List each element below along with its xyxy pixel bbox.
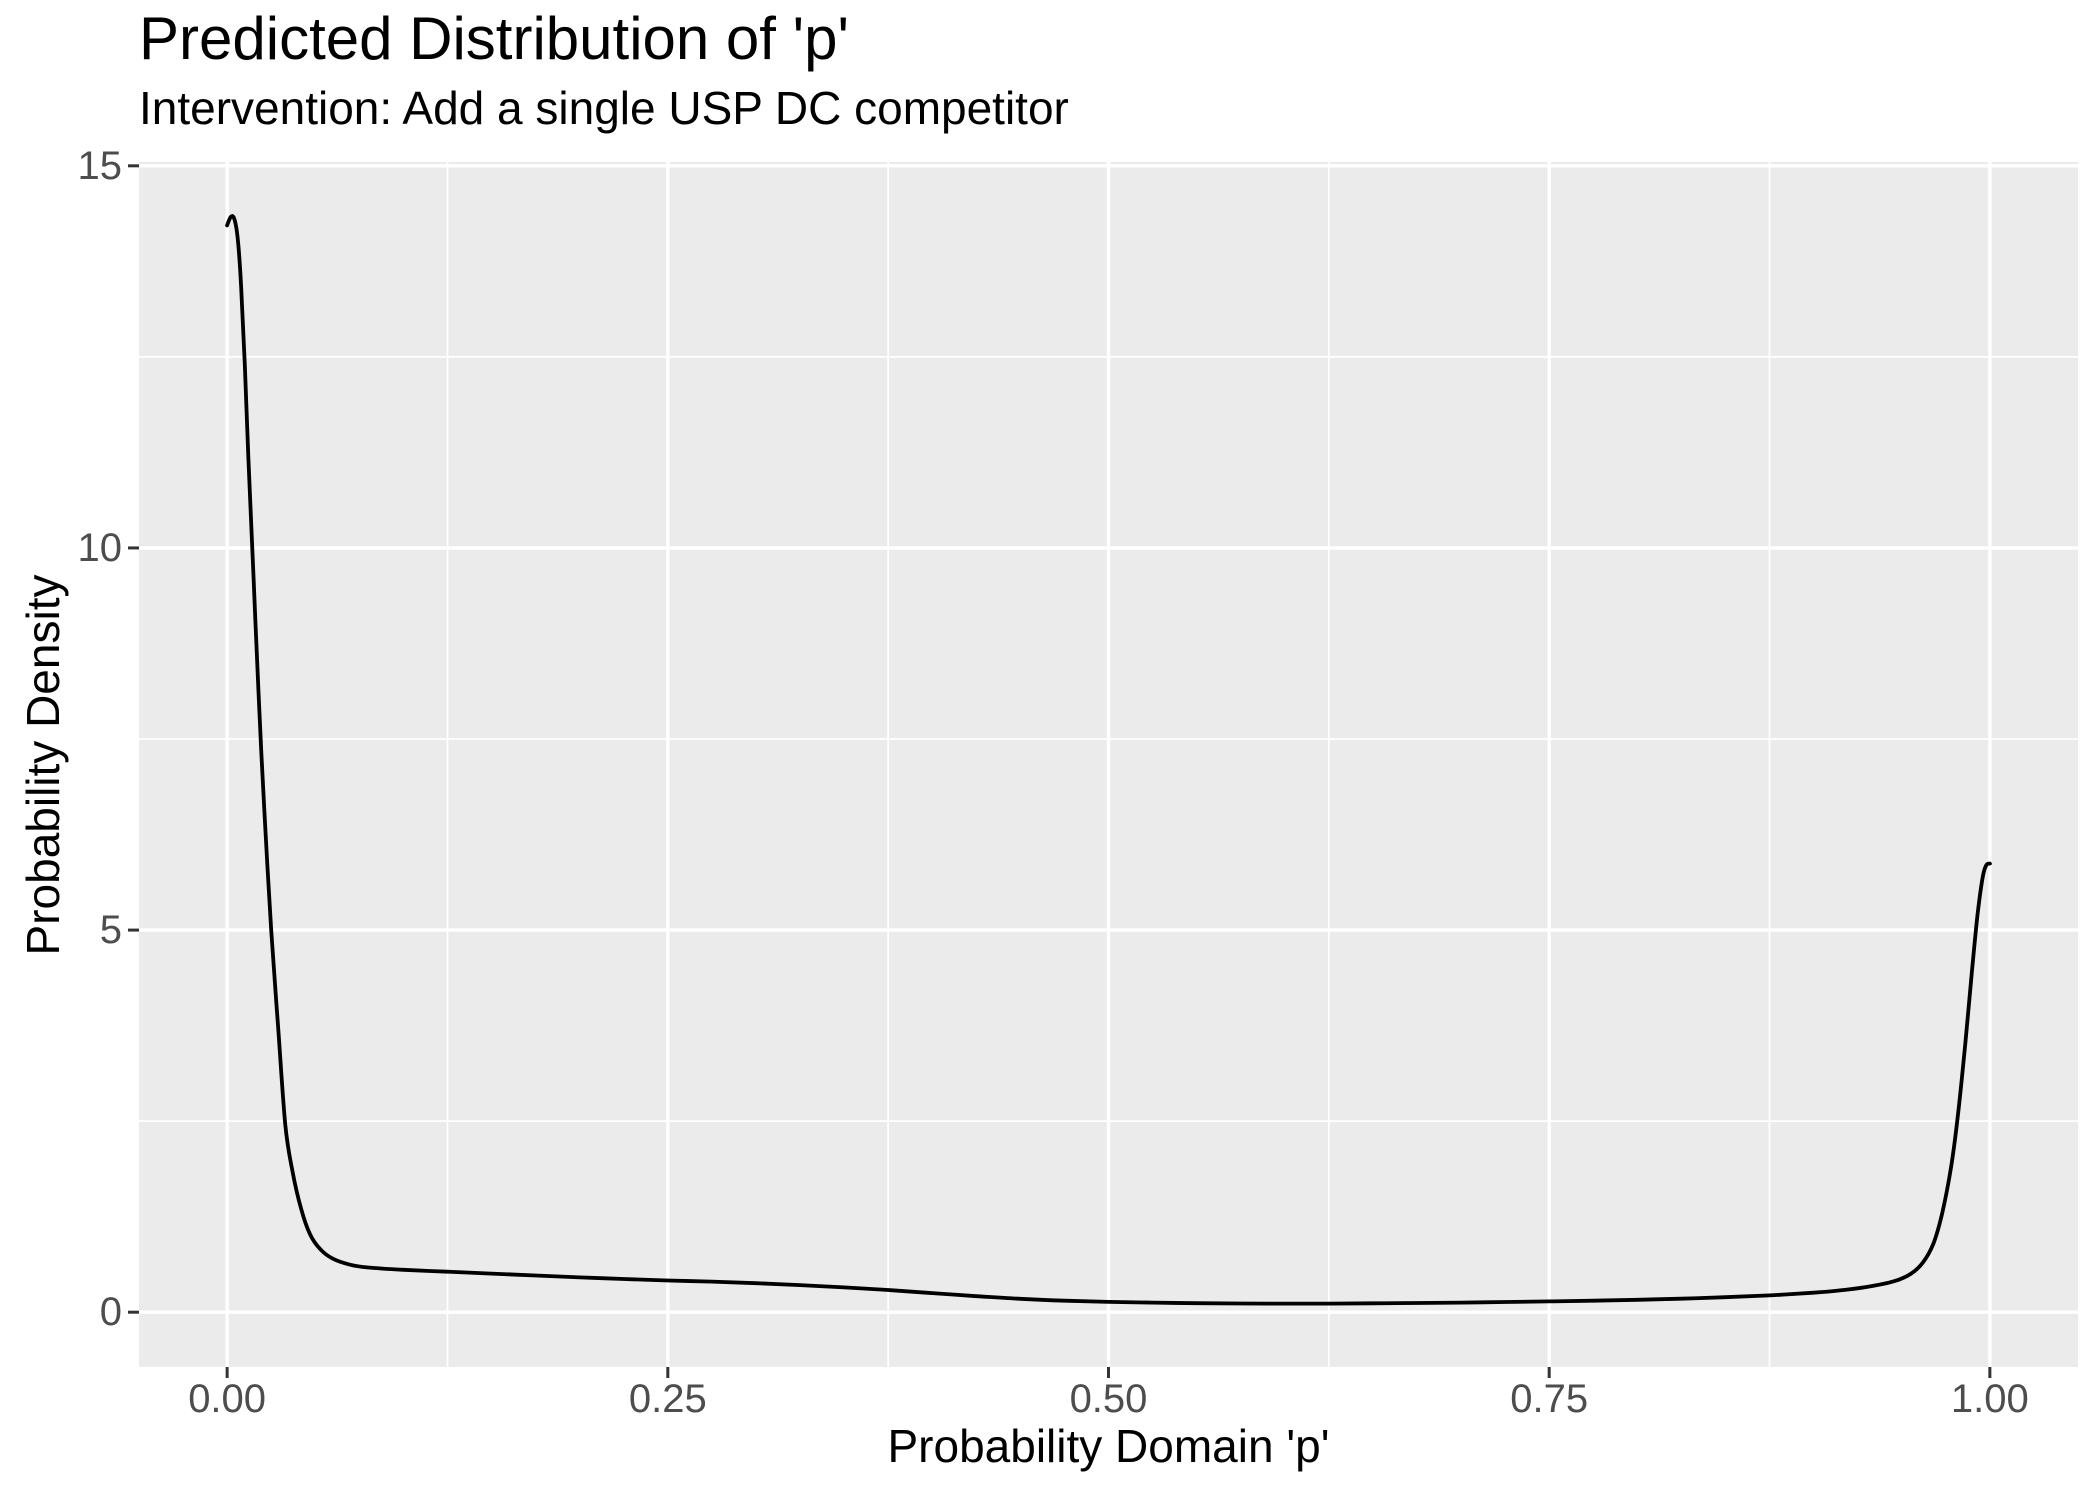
x-tick-label: 0.75 bbox=[1510, 1377, 1589, 1421]
x-axis-title: Probability Domain 'p' bbox=[887, 1420, 1330, 1472]
y-axis-title: Probability Density bbox=[17, 574, 69, 956]
y-tick-label: 15 bbox=[77, 143, 123, 188]
x-tick-label: 0.25 bbox=[628, 1377, 707, 1421]
plot-subtitle: Intervention: Add a single USP DC compet… bbox=[139, 82, 1069, 134]
x-tick-label: 0.50 bbox=[1069, 1377, 1148, 1421]
plot-title: Predicted Distribution of 'p' bbox=[139, 5, 849, 72]
y-tick-label: 10 bbox=[77, 525, 123, 570]
x-tick-label: 1.00 bbox=[1950, 1377, 2029, 1421]
x-tick-label: 0.00 bbox=[188, 1377, 267, 1421]
density-curve bbox=[225, 214, 1992, 1306]
y-tick-label: 0 bbox=[99, 1290, 122, 1335]
y-tick-label: 5 bbox=[99, 908, 122, 953]
